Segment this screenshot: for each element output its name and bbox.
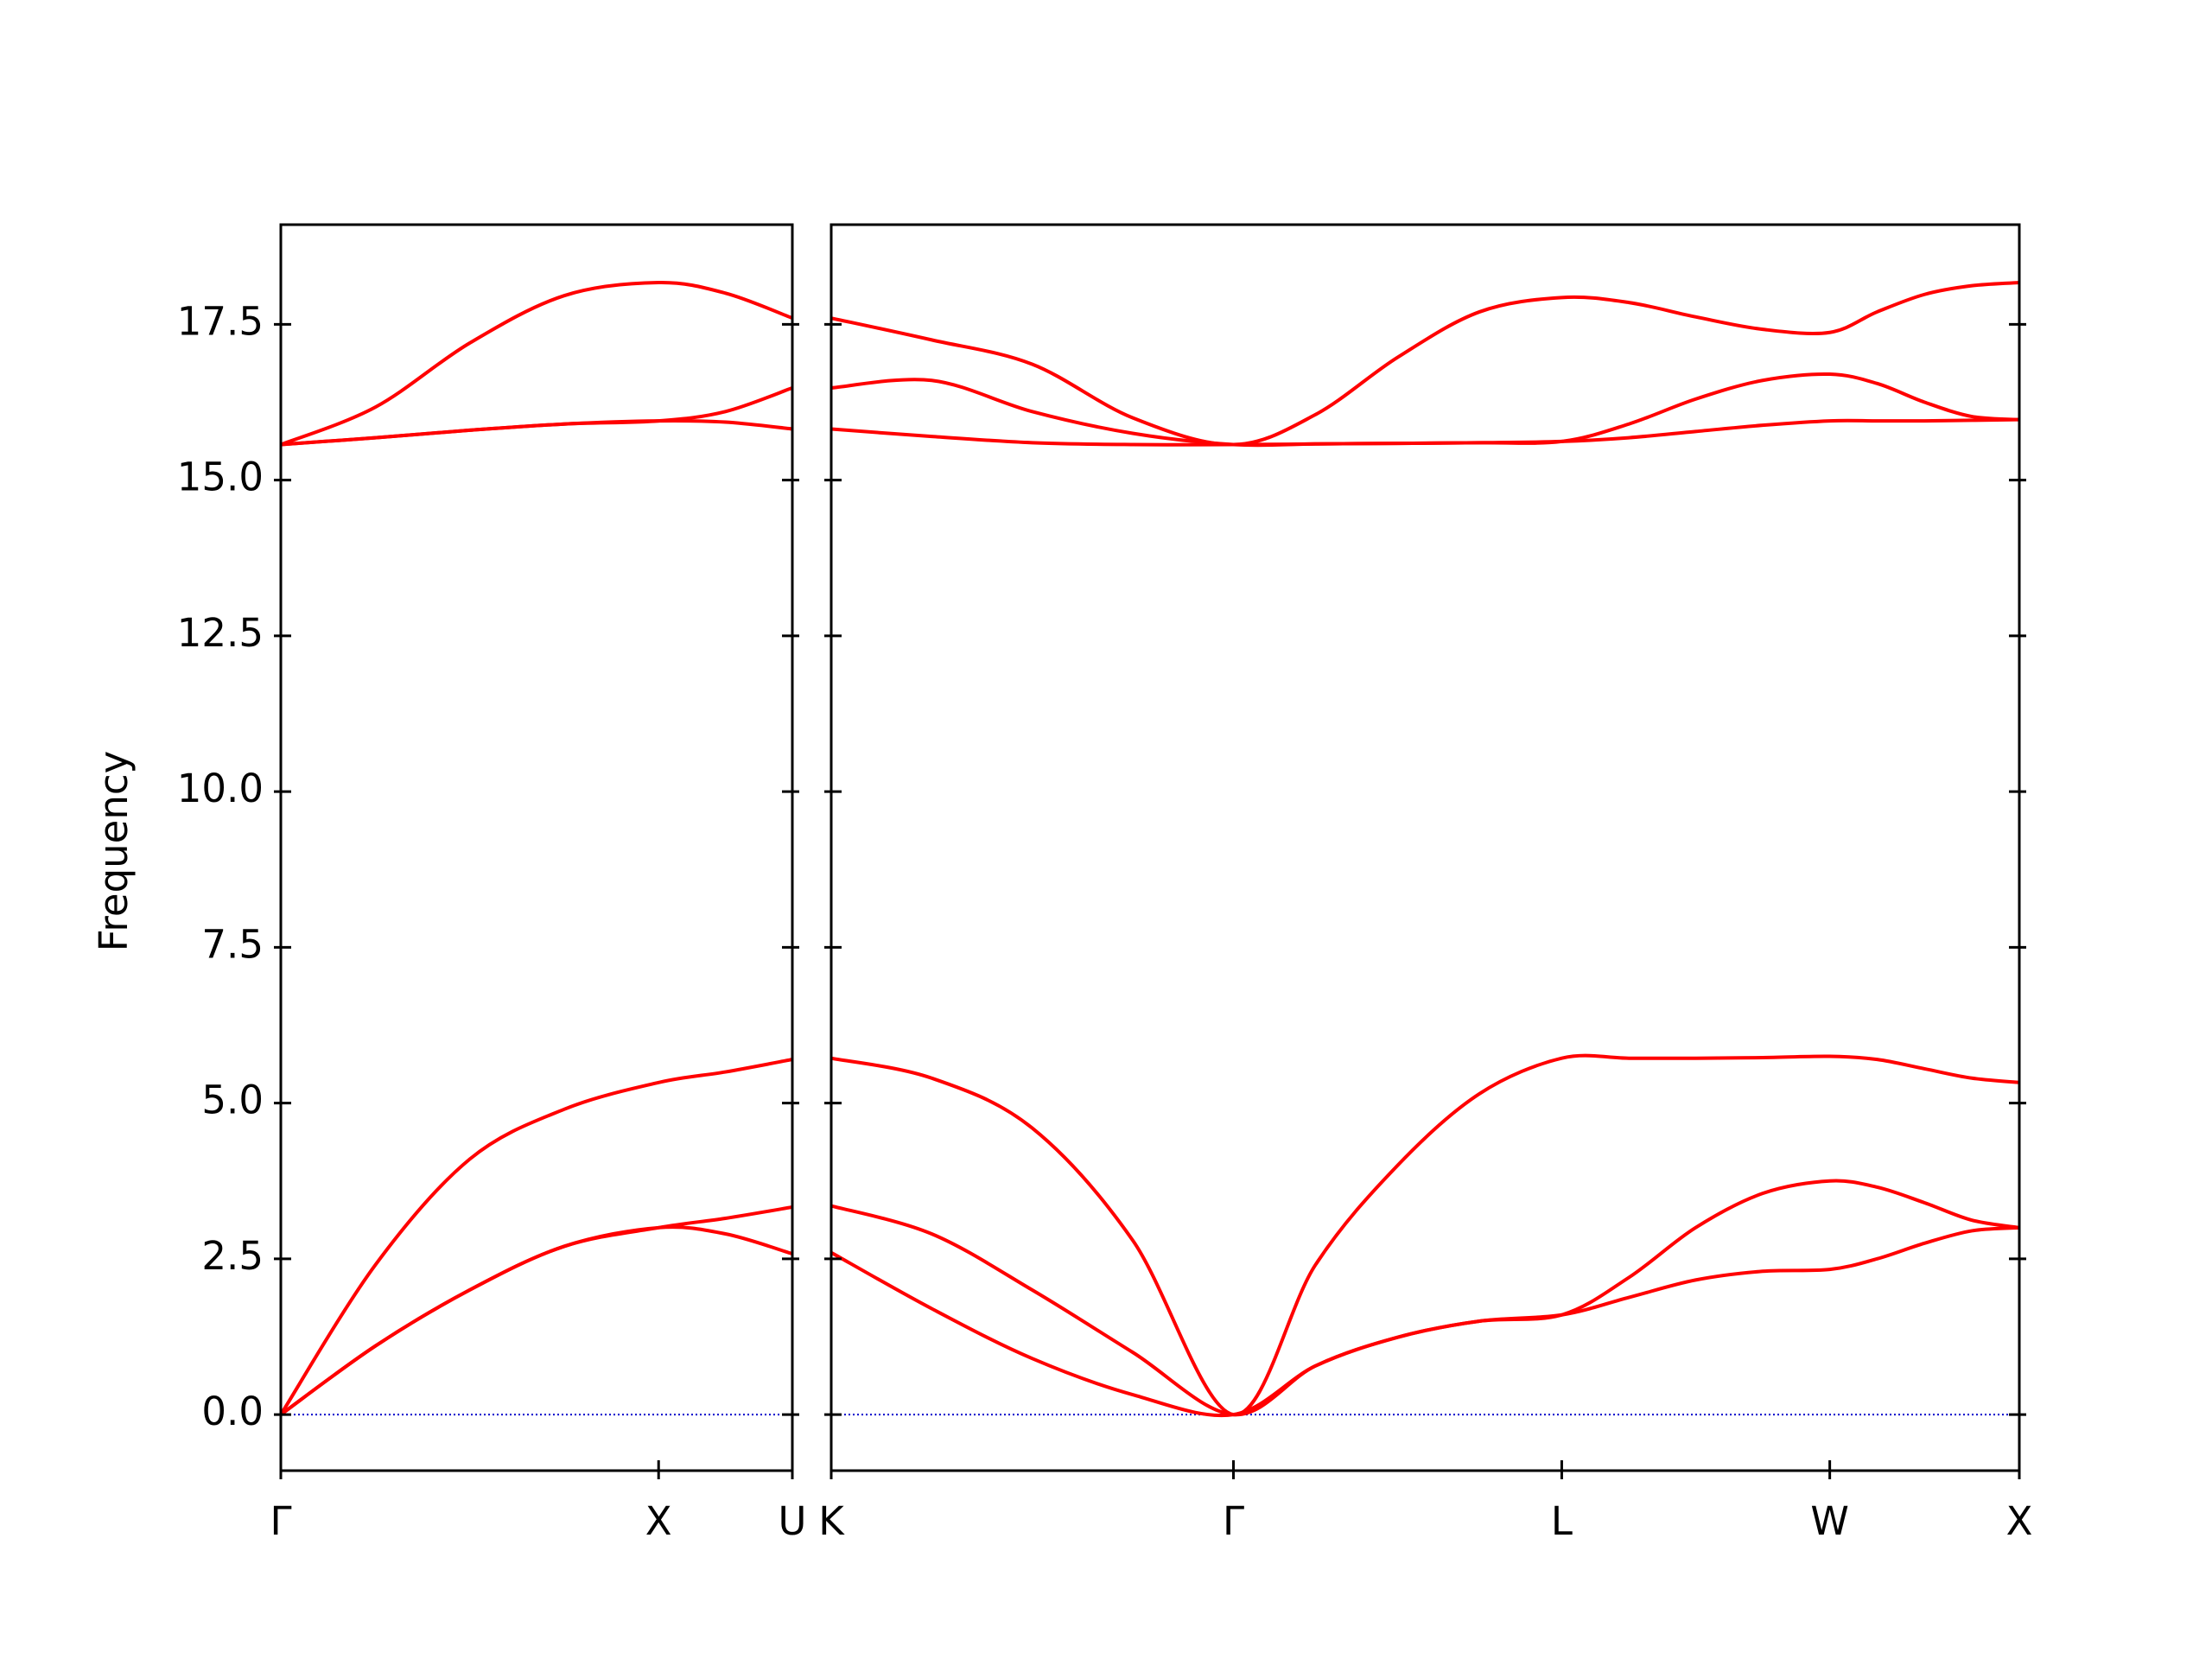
- x-tick-label: U: [779, 1498, 807, 1544]
- x-tick-label: L: [1551, 1498, 1573, 1544]
- y-tick-label: 0.0: [201, 1389, 264, 1434]
- y-tick-label: 12.5: [177, 610, 264, 656]
- y-tick-label: 5.0: [201, 1077, 264, 1123]
- x-tick-label: X: [645, 1498, 672, 1544]
- band-line: [281, 386, 792, 447]
- axes-frame: [830, 223, 2021, 1472]
- band-line: [831, 417, 2019, 447]
- x-tick-label: X: [2006, 1498, 2033, 1544]
- x-tick-label: Γ: [1223, 1498, 1244, 1544]
- band-line: [831, 1179, 2019, 1417]
- y-tick-label: 2.5: [201, 1233, 264, 1279]
- band-line: [281, 1205, 792, 1416]
- band-line: [281, 281, 792, 447]
- y-tick-label: 17.5: [177, 298, 264, 344]
- band-line: [831, 1225, 2019, 1418]
- band-line: [281, 1058, 792, 1416]
- x-tick-label: Γ: [270, 1498, 291, 1544]
- y-tick-label: 10.0: [177, 766, 264, 811]
- x-tick-label: K: [818, 1498, 845, 1544]
- band-line: [831, 1053, 2019, 1417]
- axes-frame: [279, 223, 794, 1472]
- y-tick-label: 7.5: [201, 921, 264, 967]
- band-line: [831, 281, 2019, 447]
- band-line: [831, 372, 2019, 448]
- x-tick-label: W: [1810, 1498, 1849, 1544]
- y-tick-label: 15.0: [177, 454, 264, 500]
- y-axis-label: Frequency: [91, 751, 137, 951]
